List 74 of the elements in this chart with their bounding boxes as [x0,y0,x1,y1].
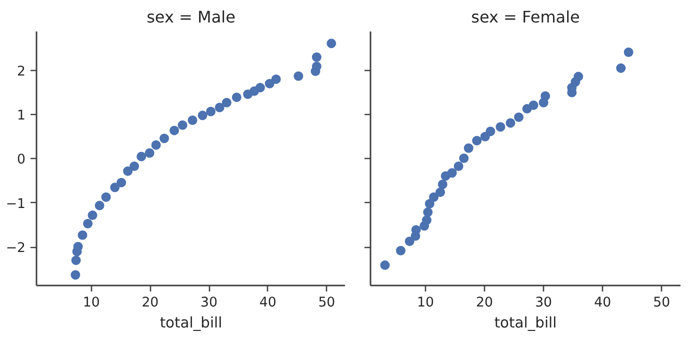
point [326,38,336,48]
y-tick-label: 1 [17,108,26,124]
point [411,225,421,235]
point [486,126,496,136]
point [312,52,322,62]
point [188,116,198,126]
x-tick-label: 30 [200,296,218,310]
point [424,199,434,209]
point [232,92,242,102]
x-tick-label: 50 [318,296,336,310]
point [514,112,524,122]
point [429,192,439,202]
x-tick-label: 50 [653,296,670,310]
point [110,182,120,192]
x-axis-title: total_bill [160,314,222,332]
point [616,63,626,73]
point [144,148,154,158]
x-axis-title: total_bill [494,314,557,332]
point [294,71,304,81]
point [222,98,232,108]
x-tick-label: 20 [476,296,494,310]
x-tick-label: 40 [594,296,612,310]
point [436,188,446,198]
point [78,230,88,240]
point [160,134,170,144]
y-tick-label: 0 [17,152,26,168]
point [459,154,469,164]
point [88,210,98,220]
point [624,48,634,58]
point [574,72,584,82]
x-tick-label: 40 [259,296,276,310]
point [83,218,93,228]
point [396,246,406,256]
point [447,168,457,178]
point [73,242,83,252]
point [198,110,208,120]
point [130,161,140,171]
point [101,192,111,202]
point [94,200,104,210]
point [528,100,538,110]
chart-title: sex = Male [146,8,236,26]
point [472,136,482,146]
x-tick-label: 20 [142,296,159,310]
point [255,82,265,92]
point [71,256,81,266]
point [312,62,322,72]
point [438,180,448,190]
x-tick-label: 10 [417,296,434,310]
point [151,140,161,150]
y-tick-label: −1 [6,196,26,212]
point [454,161,464,171]
point [423,207,433,217]
point [540,91,550,101]
point [214,102,224,112]
point [506,118,516,128]
chart-title: sex = Female [471,8,580,26]
point [380,260,390,270]
point [206,106,216,116]
y-tick-label: −2 [6,241,26,256]
point [178,120,188,130]
point [170,126,180,136]
point [70,270,80,280]
x-tick-label: 30 [535,296,552,310]
point [271,74,281,84]
point [404,236,414,246]
point [123,166,133,176]
y-tick-label: 2 [17,64,26,80]
point [464,143,474,153]
point [496,122,506,132]
point [422,215,432,225]
point [116,178,126,188]
point [264,78,274,88]
x-tick-label: 10 [82,296,100,310]
point [136,152,146,162]
